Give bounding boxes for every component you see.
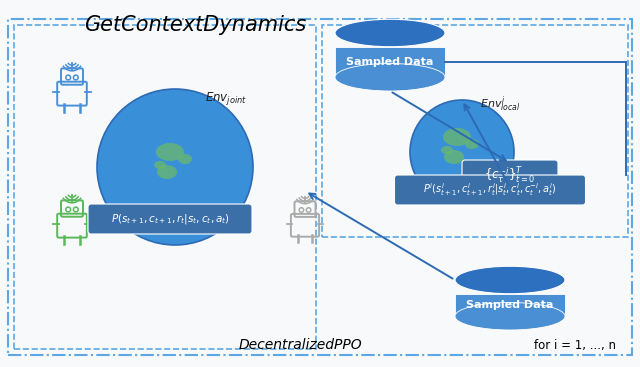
Text: GetContextDynamics: GetContextDynamics — [84, 15, 306, 35]
Text: $Env^i_{local}$: $Env^i_{local}$ — [480, 94, 521, 114]
Text: Sampled Data: Sampled Data — [346, 57, 434, 67]
FancyBboxPatch shape — [88, 204, 252, 234]
Text: $Env_{joint}$: $Env_{joint}$ — [205, 90, 247, 107]
Ellipse shape — [335, 63, 445, 91]
Text: for i = 1, ..., n: for i = 1, ..., n — [534, 338, 616, 352]
Text: $P^i(s^i_{t+1}, c^i_{t+1}, r^i_t|s^i_t, c^i_t, c^{-i}_t, a^i_t)$: $P^i(s^i_{t+1}, c^i_{t+1}, r^i_t|s^i_t, … — [423, 182, 557, 199]
Ellipse shape — [157, 165, 177, 179]
Bar — [335, 47, 445, 77]
Ellipse shape — [443, 128, 471, 146]
FancyBboxPatch shape — [394, 175, 586, 205]
Text: $\{c_\tau^{-i}\}_{t=0}^T$: $\{c_\tau^{-i}\}_{t=0}^T$ — [484, 165, 536, 185]
Ellipse shape — [156, 143, 184, 161]
Text: DecentralizedPPO: DecentralizedPPO — [238, 338, 362, 352]
Ellipse shape — [455, 302, 565, 330]
Text: $P(s_{t+1}, c_{t+1}, r_t|s_t, c_t, a_t)$: $P(s_{t+1}, c_{t+1}, r_t|s_t, c_t, a_t)$ — [111, 212, 230, 226]
Ellipse shape — [335, 19, 445, 47]
FancyBboxPatch shape — [462, 160, 558, 190]
Bar — [322, 25, 628, 237]
Bar — [455, 294, 565, 316]
Circle shape — [410, 100, 514, 204]
Ellipse shape — [178, 154, 192, 164]
Ellipse shape — [441, 146, 453, 154]
Bar — [14, 25, 316, 349]
Ellipse shape — [455, 266, 565, 294]
Text: Sampled Data: Sampled Data — [467, 300, 554, 310]
Ellipse shape — [444, 150, 464, 164]
Ellipse shape — [465, 139, 479, 149]
Ellipse shape — [154, 161, 166, 169]
Circle shape — [97, 89, 253, 245]
